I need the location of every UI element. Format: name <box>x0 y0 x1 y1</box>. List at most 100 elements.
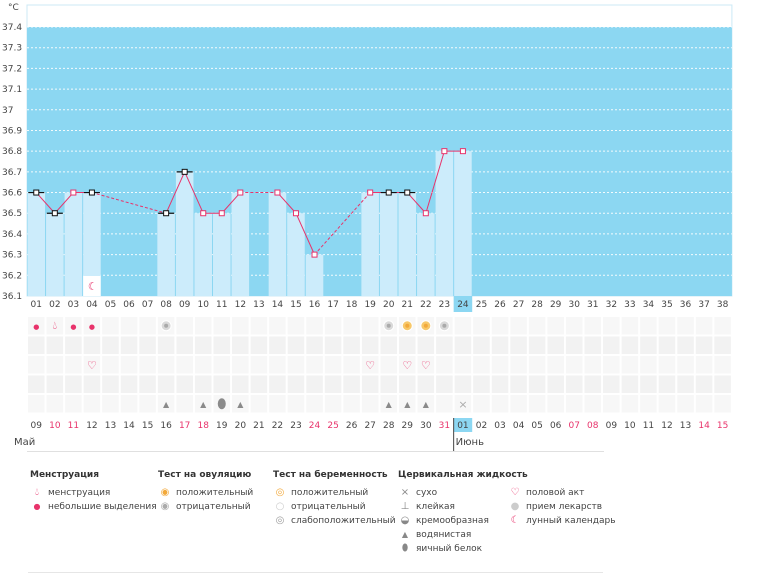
symbol-cell <box>435 374 454 394</box>
symbol-cell <box>82 316 102 336</box>
date-label: 03 <box>494 421 505 431</box>
date-label: 09 <box>606 421 618 431</box>
symbol-cell <box>156 355 176 375</box>
symbol-cell <box>27 394 46 414</box>
heart-icon: ♡ <box>402 359 412 372</box>
day-label: 04 <box>86 300 98 310</box>
legend-pregnancy-title: Тест на беременность <box>273 470 388 480</box>
y-axis-unit: °C <box>8 3 19 13</box>
symbol-cell <box>583 374 603 394</box>
symbol-cell <box>101 316 120 336</box>
day-label: 28 <box>531 300 543 310</box>
heart-icon: ♡ <box>510 487 520 498</box>
symbol-cell <box>119 355 139 375</box>
date-label: 28 <box>383 421 395 431</box>
symbol-cell <box>676 335 695 355</box>
symbol-cell <box>416 335 436 355</box>
day-label: 38 <box>717 300 729 310</box>
day-label: 19 <box>364 300 376 310</box>
symbol-cell <box>639 374 658 394</box>
pregnancy-negative-icon: ○ <box>275 501 285 512</box>
symbol-cell <box>564 335 584 355</box>
day-label: 20 <box>383 300 395 310</box>
egg-white-icon <box>217 398 226 410</box>
y-tick-label: 37.2 <box>2 64 22 74</box>
temperature-point <box>218 210 225 217</box>
pill-icon: ● <box>510 501 520 512</box>
y-tick-label: 36.1 <box>2 292 22 302</box>
date-label: 20 <box>235 421 247 431</box>
temperature-point <box>385 189 392 196</box>
date-label: 18 <box>197 421 209 431</box>
day-label: 06 <box>123 300 135 310</box>
legend-menstruation: Менструация 💧︎ менструация ● небольшие выд… <box>30 470 157 514</box>
symbol-cell <box>101 394 120 414</box>
date-label: 15 <box>717 421 728 431</box>
symbol-cell <box>305 316 324 336</box>
temperature-line-segment <box>184 171 204 214</box>
temperature-bar <box>268 192 287 296</box>
date-label: 14 <box>698 421 710 431</box>
symbol-cell <box>527 335 547 355</box>
symbol-cell <box>453 394 473 414</box>
symbol-cell <box>231 394 250 414</box>
legend-cervical-title: Цервикальная жидкость <box>398 470 528 480</box>
symbol-cell <box>138 374 157 394</box>
date-label: 10 <box>624 421 636 431</box>
day-label: 35 <box>661 300 672 310</box>
symbol-cell <box>193 355 213 375</box>
temperature-bar <box>361 192 379 296</box>
date-label: 10 <box>49 421 61 431</box>
symbol-cell <box>156 374 176 394</box>
temperature-bar <box>398 192 417 296</box>
symbol-cell <box>416 374 436 394</box>
day-label: 33 <box>624 300 635 310</box>
day-label: 17 <box>327 300 338 310</box>
symbol-cell <box>175 335 194 355</box>
day-label: 27 <box>513 300 524 310</box>
temperature-bar <box>194 213 212 296</box>
symbol-cell <box>527 394 547 414</box>
symbol-cell <box>212 335 232 355</box>
symbol-cell <box>323 394 343 414</box>
symbol-cell <box>360 394 380 414</box>
day-label: 18 <box>346 300 358 310</box>
small-drop-icon: ● <box>33 502 41 511</box>
temperature-line-segment <box>295 213 315 255</box>
symbol-cell <box>305 374 324 394</box>
symbol-cell <box>119 394 139 414</box>
symbol-cell <box>602 394 621 414</box>
symbol-cell <box>268 316 287 336</box>
watery-icon: ▲ <box>401 530 409 539</box>
symbol-cell <box>620 316 640 336</box>
day-label: 10 <box>197 300 209 310</box>
symbol-cell <box>472 335 491 355</box>
y-tick-label: 36.5 <box>2 209 22 219</box>
symbol-cell <box>620 335 640 355</box>
symbol-cell <box>398 374 417 394</box>
symbol-cell <box>602 374 621 394</box>
symbol-cell <box>472 374 491 394</box>
date-label: 21 <box>253 421 264 431</box>
symbol-cell <box>398 394 417 414</box>
temperature-line-segment <box>425 151 445 214</box>
symbol-cell <box>249 394 269 414</box>
symbol-cell <box>323 335 343 355</box>
date-label: 09 <box>31 421 43 431</box>
date-label: 27 <box>364 421 375 431</box>
symbol-cell <box>193 335 213 355</box>
symbol-cell <box>583 316 603 336</box>
day-label: 15 <box>290 300 301 310</box>
symbol-cell <box>657 374 677 394</box>
symbol-cell <box>527 316 547 336</box>
symbol-cell <box>360 355 380 375</box>
symbol-cell <box>156 335 176 355</box>
current-day-highlight <box>453 296 473 312</box>
symbol-cell <box>342 374 361 394</box>
legend-label: клейкая <box>416 502 455 512</box>
legend-label: небольшие выделения <box>48 502 157 512</box>
pregnancy-positive-icon: ◎ <box>275 487 285 498</box>
symbol-cell <box>156 394 176 414</box>
date-label: 05 <box>531 421 542 431</box>
symbol-cell <box>453 355 473 375</box>
